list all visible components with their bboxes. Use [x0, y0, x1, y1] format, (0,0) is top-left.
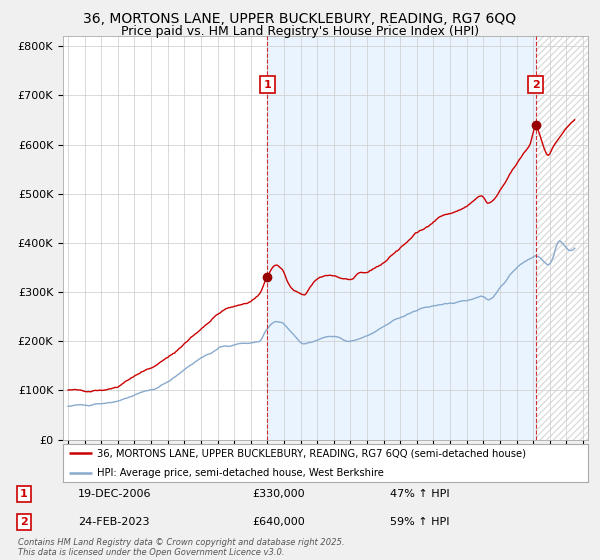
Text: 47% ↑ HPI: 47% ↑ HPI: [390, 489, 449, 499]
Text: 2: 2: [20, 517, 28, 527]
Text: 36, MORTONS LANE, UPPER BUCKLEBURY, READING, RG7 6QQ: 36, MORTONS LANE, UPPER BUCKLEBURY, READ…: [83, 12, 517, 26]
Text: 19-DEC-2006: 19-DEC-2006: [78, 489, 151, 499]
Bar: [268, 36, 536, 440]
Text: £640,000: £640,000: [252, 517, 305, 527]
Text: Price paid vs. HM Land Registry's House Price Index (HPI): Price paid vs. HM Land Registry's House …: [121, 25, 479, 38]
Text: 1: 1: [20, 489, 28, 499]
Text: Contains HM Land Registry data © Crown copyright and database right 2025.
This d: Contains HM Land Registry data © Crown c…: [18, 538, 344, 557]
Text: HPI: Average price, semi-detached house, West Berkshire: HPI: Average price, semi-detached house,…: [97, 468, 384, 478]
Text: 59% ↑ HPI: 59% ↑ HPI: [390, 517, 449, 527]
Bar: [536, 36, 588, 440]
Text: 24-FEB-2023: 24-FEB-2023: [78, 517, 149, 527]
Text: 1: 1: [263, 80, 271, 90]
Text: 36, MORTONS LANE, UPPER BUCKLEBURY, READING, RG7 6QQ (semi-detached house): 36, MORTONS LANE, UPPER BUCKLEBURY, READ…: [97, 448, 526, 458]
Text: £330,000: £330,000: [252, 489, 305, 499]
Text: 2: 2: [532, 80, 539, 90]
Bar: [536, 36, 588, 440]
